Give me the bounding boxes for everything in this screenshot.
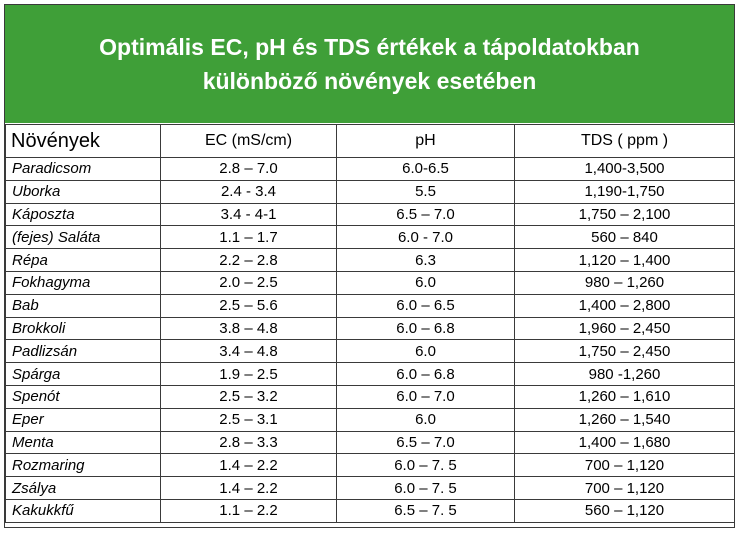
table-row: Rozmaring 1.4 – 2.2 6.0 – 7. 5 700 – 1,120 xyxy=(5,453,735,478)
cell-plant: Répa xyxy=(5,248,161,272)
cell-tds: 1,960 – 2,450 xyxy=(514,316,735,341)
cell-plant: Spárga xyxy=(5,362,161,386)
cell-ec: 1.1 – 2.2 xyxy=(160,498,337,523)
table-row: Spárga 1.9 – 2.5 6.0 – 6.8 980 -1,260 xyxy=(5,362,735,386)
header-plant: Növények xyxy=(5,124,161,158)
header-tds: TDS ( ppm ) xyxy=(514,124,735,158)
cell-tds: 980 -1,260 xyxy=(514,362,735,386)
cell-ph: 6.3 xyxy=(336,248,515,272)
cell-ph: 6.5 – 7. 5 xyxy=(336,498,515,523)
cell-ph: 6.0 – 7. 5 xyxy=(336,476,515,500)
cell-tds: 1,120 – 1,400 xyxy=(514,248,735,272)
cell-tds: 560 – 840 xyxy=(514,225,735,250)
title-line-2: különböző növények esetében xyxy=(202,68,537,94)
cell-plant: Brokkoli xyxy=(5,316,161,341)
table-row: Bab 2.5 – 5.6 6.0 – 6.5 1,400 – 2,800 xyxy=(5,293,735,318)
cell-ph: 6.0 xyxy=(336,407,515,432)
cell-tds: 1,190-1,750 xyxy=(514,179,735,204)
table-row: Fokhagyma 2.0 – 2.5 6.0 980 – 1,260 xyxy=(5,270,735,295)
cell-ec: 3.4 - 4-1 xyxy=(160,202,337,227)
cell-ph: 6.0 – 6.8 xyxy=(336,316,515,341)
cell-ec: 2.4 - 3.4 xyxy=(160,179,337,204)
cell-plant: (fejes) Saláta xyxy=(5,225,161,250)
table-row: Brokkoli 3.8 – 4.8 6.0 – 6.8 1,960 – 2,450 xyxy=(5,316,735,341)
nutrient-table-card: Optimális EC, pH és TDS értékek a tápold… xyxy=(4,4,735,528)
cell-tds: 1,400 – 2,800 xyxy=(514,293,735,318)
cell-ec: 2.8 – 7.0 xyxy=(160,157,337,181)
cell-ec: 2.5 – 5.6 xyxy=(160,293,337,318)
cell-ec: 3.4 – 4.8 xyxy=(160,339,337,364)
title-line-1: Optimális EC, pH és TDS értékek a tápold… xyxy=(99,34,640,60)
cell-plant: Paradicsom xyxy=(5,157,161,181)
table-row: Eper 2.5 – 3.1 6.0 1,260 – 1,540 xyxy=(5,407,735,432)
header-ph: pH xyxy=(336,124,515,158)
header-ec: EC (mS/cm) xyxy=(160,124,337,158)
table-row: Káposzta 3.4 - 4-1 6.5 – 7.0 1,750 – 2,100 xyxy=(5,202,735,227)
cell-ph: 5.5 xyxy=(336,179,515,204)
title-banner: Optimális EC, pH és TDS értékek a tápold… xyxy=(5,5,734,123)
table-row: Spenót 2.5 – 3.2 6.0 – 7.0 1,260 – 1,610 xyxy=(5,384,735,409)
table-row: Menta 2.8 – 3.3 6.5 – 7.0 1,400 – 1,680 xyxy=(5,430,735,455)
cell-ec: 2.8 – 3.3 xyxy=(160,430,337,455)
table-row: Padlizsán 3.4 – 4.8 6.0 1,750 – 2,450 xyxy=(5,339,735,364)
cell-ph: 6.0 – 6.8 xyxy=(336,362,515,386)
cell-plant: Kakukkfű xyxy=(5,498,161,523)
table-row: Zsálya 1.4 – 2.2 6.0 – 7. 5 700 – 1,120 xyxy=(5,476,735,500)
cell-plant: Menta xyxy=(5,430,161,455)
cell-plant: Zsálya xyxy=(5,476,161,500)
cell-ec: 2.2 – 2.8 xyxy=(160,248,337,272)
table-row: Uborka 2.4 - 3.4 5.5 1,190-1,750 xyxy=(5,179,735,204)
cell-ph: 6.5 – 7.0 xyxy=(336,202,515,227)
cell-plant: Eper xyxy=(5,407,161,432)
cell-ec: 1.4 – 2.2 xyxy=(160,476,337,500)
cell-ec: 2.5 – 3.1 xyxy=(160,407,337,432)
cell-ph: 6.5 – 7.0 xyxy=(336,430,515,455)
cell-ec: 1.4 – 2.2 xyxy=(160,453,337,478)
cell-plant: Spenót xyxy=(5,384,161,409)
cell-tds: 1,400 – 1,680 xyxy=(514,430,735,455)
cell-tds: 1,260 – 1,540 xyxy=(514,407,735,432)
cell-tds: 1,750 – 2,450 xyxy=(514,339,735,364)
cell-tds: 980 – 1,260 xyxy=(514,270,735,295)
cell-ec: 2.5 – 3.2 xyxy=(160,384,337,409)
cell-tds: 1,400-3,500 xyxy=(514,157,735,181)
table-row: Kakukkfű 1.1 – 2.2 6.5 – 7. 5 560 – 1,120 xyxy=(5,498,735,523)
cell-ph: 6.0 - 7.0 xyxy=(336,225,515,250)
cell-ph: 6.0 xyxy=(336,270,515,295)
cell-plant: Bab xyxy=(5,293,161,318)
cell-tds: 1,750 – 2,100 xyxy=(514,202,735,227)
cell-tds: 1,260 – 1,610 xyxy=(514,384,735,409)
cell-plant: Rozmaring xyxy=(5,453,161,478)
cell-ec: 3.8 – 4.8 xyxy=(160,316,337,341)
table-row: Répa 2.2 – 2.8 6.3 1,120 – 1,400 xyxy=(5,248,735,272)
cell-plant: Fokhagyma xyxy=(5,270,161,295)
cell-ec: 1.1 – 1.7 xyxy=(160,225,337,250)
values-table: Növények EC (mS/cm) pH TDS ( ppm ) Parad… xyxy=(5,124,735,523)
cell-ph: 6.0 – 6.5 xyxy=(336,293,515,318)
cell-ph: 6.0 – 7. 5 xyxy=(336,453,515,478)
cell-ph: 6.0 xyxy=(336,339,515,364)
cell-ph: 6.0-6.5 xyxy=(336,157,515,181)
table-row: Paradicsom 2.8 – 7.0 6.0-6.5 1,400-3,500 xyxy=(5,157,735,181)
cell-tds: 700 – 1,120 xyxy=(514,453,735,478)
cell-ph: 6.0 – 7.0 xyxy=(336,384,515,409)
cell-ec: 1.9 – 2.5 xyxy=(160,362,337,386)
cell-tds: 560 – 1,120 xyxy=(514,498,735,523)
cell-plant: Padlizsán xyxy=(5,339,161,364)
table-row: (fejes) Saláta 1.1 – 1.7 6.0 - 7.0 560 – 84… xyxy=(5,225,735,250)
cell-ec: 2.0 – 2.5 xyxy=(160,270,337,295)
table-body: Paradicsom 2.8 – 7.0 6.0-6.5 1,400-3,500 Ubo… xyxy=(5,157,735,523)
header-row: Növények EC (mS/cm) pH TDS ( ppm ) xyxy=(5,124,735,158)
cell-tds: 700 – 1,120 xyxy=(514,476,735,500)
cell-plant: Uborka xyxy=(5,179,161,204)
cell-plant: Káposzta xyxy=(5,202,161,227)
